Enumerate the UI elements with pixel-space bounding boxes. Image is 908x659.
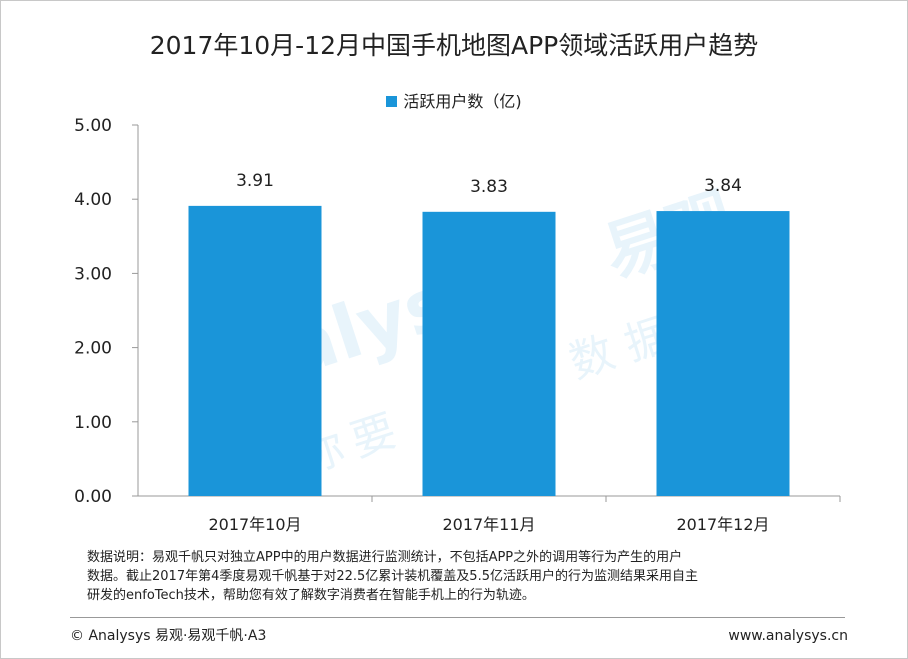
bar xyxy=(188,205,322,497)
note-line-1: 数据说明：易观千帆只对独立APP中的用户数据进行监测统计，不包括APP之外的调用… xyxy=(87,550,683,565)
footer-website: www.analysys.cn xyxy=(728,628,848,644)
x-tick-label: 2017年12月 xyxy=(676,515,769,534)
x-tick-label: 2017年10月 xyxy=(208,515,301,534)
y-tick-label: 1.00 xyxy=(74,413,112,433)
chart-legend: 活跃用户数（亿) xyxy=(0,88,908,112)
legend-label: 活跃用户数（亿) xyxy=(403,92,522,111)
note-line-3: 研发的enfoTech技术，帮助您有效了解数字消费者在智能手机上的行为轨迹。 xyxy=(87,588,535,603)
y-tick-label: 3.00 xyxy=(74,264,112,284)
footer-copyright: © Analysys 易观·易观千帆·A3 xyxy=(70,628,267,644)
y-tick-label: 2.00 xyxy=(74,339,112,359)
data-label: 3.84 xyxy=(704,176,742,196)
bar xyxy=(422,211,556,496)
bar xyxy=(656,211,790,496)
footer-divider xyxy=(70,617,845,618)
data-label: 3.91 xyxy=(236,171,274,191)
legend-swatch xyxy=(386,96,398,107)
data-note: 数据说明：易观千帆只对独立APP中的用户数据进行监测统计，不包括APP之外的调用… xyxy=(87,548,847,605)
y-tick-label: 5.00 xyxy=(74,116,112,136)
chart-title: 2017年10月-12月中国手机地图APP领域活跃用户趋势 xyxy=(149,31,759,60)
x-tick-label: 2017年11月 xyxy=(442,515,535,534)
y-tick-label: 4.00 xyxy=(74,190,112,210)
note-line-2: 数据。截止2017年第4季度易观千帆基于对22.5亿累计装机覆盖及5.5亿活跃用… xyxy=(87,569,698,584)
y-tick-label: 0.00 xyxy=(74,487,112,507)
data-label: 3.83 xyxy=(470,177,508,197)
